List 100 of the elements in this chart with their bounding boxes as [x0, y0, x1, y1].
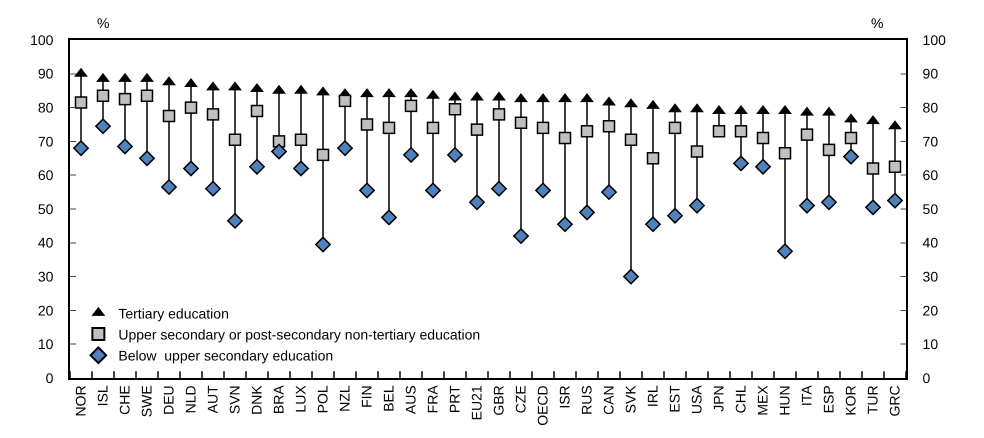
y-tick-label: 50: [38, 200, 54, 217]
x-tick-label: AUT: [204, 384, 221, 414]
point: [778, 146, 792, 160]
x-tick-label: BRA: [270, 384, 287, 414]
point: [755, 158, 771, 175]
point: [381, 210, 397, 226]
point: [601, 184, 617, 200]
x-tick-label: ISR: [556, 385, 573, 409]
y2-tick-label: 30: [922, 268, 938, 284]
x-tick-label: HUN: [776, 385, 793, 416]
point: [535, 182, 551, 198]
x-tick-label: CAN: [600, 385, 617, 415]
x-tick-label: RUS: [578, 385, 595, 415]
y2-tick-label: 80: [922, 100, 938, 116]
x-tick-label: NOR: [72, 385, 89, 416]
point: [316, 148, 330, 162]
x-tick-label: NZL: [336, 385, 353, 412]
x-tick-label: USA: [688, 384, 705, 414]
point: [733, 155, 749, 172]
point: [843, 148, 859, 165]
point: [536, 122, 550, 134]
y2-tick-label: 90: [922, 66, 938, 82]
point: [447, 147, 463, 163]
point: [557, 216, 573, 232]
x-tick-label: POL: [314, 385, 331, 414]
point: [866, 162, 880, 175]
point: [844, 132, 858, 144]
x-tick-label: TUR: [864, 385, 881, 414]
x-tick-label: OECD: [534, 385, 551, 426]
x-tick-label: PRT: [446, 384, 463, 414]
point: [74, 96, 88, 109]
point: [712, 125, 726, 138]
y2-tick-label: 40: [922, 234, 938, 251]
point: [426, 122, 440, 134]
y-axis-title: %: [97, 15, 110, 31]
x-tick-label: ISL: [94, 385, 111, 406]
point: [668, 122, 682, 134]
point: [73, 140, 89, 156]
x-tick-label: SVK: [622, 384, 639, 414]
x-tick-label: GRC: [886, 385, 903, 416]
point: [293, 160, 309, 176]
point: [95, 118, 111, 134]
x-tick-label: AUS: [402, 385, 419, 414]
legend-label: Below upper secondary education: [118, 348, 334, 364]
point: [492, 108, 506, 121]
point: [799, 198, 815, 214]
point: [579, 204, 595, 220]
point: [777, 243, 793, 260]
x-tick-label: CHE: [116, 385, 133, 415]
x-tick-label: FIN: [358, 385, 375, 408]
point: [139, 150, 155, 166]
point: [734, 125, 748, 138]
point: [800, 128, 814, 141]
point: [667, 208, 683, 224]
point: [360, 118, 374, 131]
x-tick-label: SVN: [226, 385, 243, 414]
point: [294, 133, 308, 146]
y-tick-label: 40: [38, 234, 54, 251]
x-tick-label: NLD: [182, 385, 199, 414]
point: [359, 182, 375, 198]
point: [690, 145, 704, 158]
point: [558, 132, 572, 144]
point: [118, 92, 132, 106]
x-tick-label: JPN: [710, 385, 727, 412]
point: [645, 216, 661, 232]
point: [491, 180, 507, 197]
point: [513, 228, 529, 244]
x-tick-label: FRA: [424, 384, 441, 414]
point: [117, 138, 133, 154]
point: [623, 268, 639, 284]
y2-tick-label: 20: [922, 302, 938, 318]
y-tick-label: 90: [38, 66, 54, 82]
x-tick-label: DEU: [160, 385, 177, 415]
x-tick-label: GBR: [490, 385, 507, 416]
x-tick-label: MEX: [754, 384, 771, 416]
point: [689, 198, 705, 214]
point: [315, 236, 331, 252]
y-tick-label: 20: [38, 302, 54, 318]
y-tick-label: 100: [30, 32, 54, 48]
x-tick-label: ITA: [798, 384, 815, 406]
point: [96, 90, 110, 102]
x-tick-label: ESP: [820, 385, 837, 414]
point: [228, 133, 242, 146]
point: [602, 120, 616, 132]
y-tick-label: 0: [46, 370, 54, 386]
x-tick-label: CZE: [512, 385, 529, 414]
point: [250, 104, 264, 118]
y2-tick-label: 10: [922, 336, 938, 352]
point: [249, 158, 265, 175]
y-tick-label: 60: [38, 167, 54, 184]
x-tick-label: IRL: [644, 385, 661, 408]
y2-tick-label: 0: [922, 370, 931, 386]
point: [887, 192, 903, 208]
point: [337, 140, 353, 156]
point: [205, 180, 221, 197]
point: [184, 101, 198, 114]
y2-axis-title: %: [871, 15, 884, 31]
point: [580, 125, 594, 138]
point: [140, 90, 154, 102]
y2-tick-label: 70: [922, 133, 938, 150]
